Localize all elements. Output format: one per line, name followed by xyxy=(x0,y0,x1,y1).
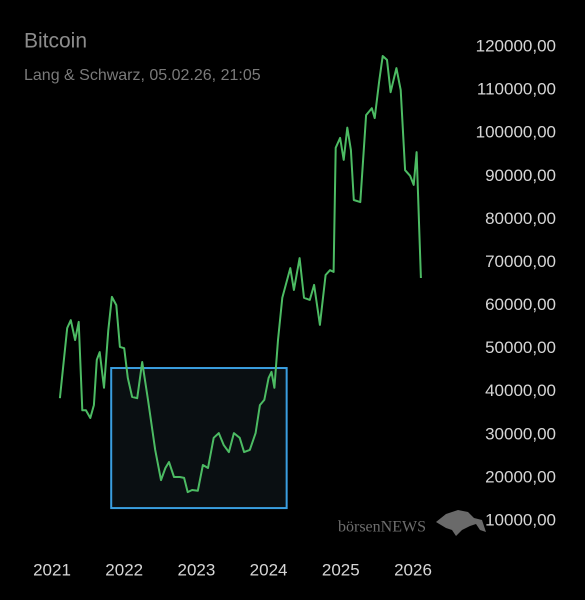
y-tick-label: 70000,00 xyxy=(485,252,556,271)
chart-title: Bitcoin xyxy=(24,30,87,53)
x-tick-label: 2023 xyxy=(177,560,215,579)
y-tick-label: 60000,00 xyxy=(485,295,556,314)
x-tick-label: 2026 xyxy=(394,560,432,579)
x-tick-label: 2025 xyxy=(322,560,360,579)
y-tick-label: 120000,00 xyxy=(476,36,556,55)
y-tick-label: 20000,00 xyxy=(485,467,556,486)
y-tick-label: 100000,00 xyxy=(476,123,556,142)
y-tick-label: 90000,00 xyxy=(485,166,556,185)
y-tick-label: 30000,00 xyxy=(485,424,556,443)
chart-subtitle: Lang & Schwarz, 05.02.26, 21:05 xyxy=(24,67,261,84)
price-line xyxy=(58,55,422,494)
y-tick-label: 110000,00 xyxy=(477,80,556,99)
y-tick-label: 10000,00 xyxy=(485,510,556,529)
x-tick-label: 2021 xyxy=(33,560,71,579)
y-tick-label: 50000,00 xyxy=(485,338,556,357)
x-tick-label: 2022 xyxy=(105,560,143,579)
y-tick-label: 40000,00 xyxy=(485,381,556,400)
watermark: börsenNEWS xyxy=(338,519,426,536)
y-tick-label: 80000,00 xyxy=(485,209,556,228)
logo xyxy=(436,510,486,536)
x-tick-label: 2024 xyxy=(250,560,288,579)
